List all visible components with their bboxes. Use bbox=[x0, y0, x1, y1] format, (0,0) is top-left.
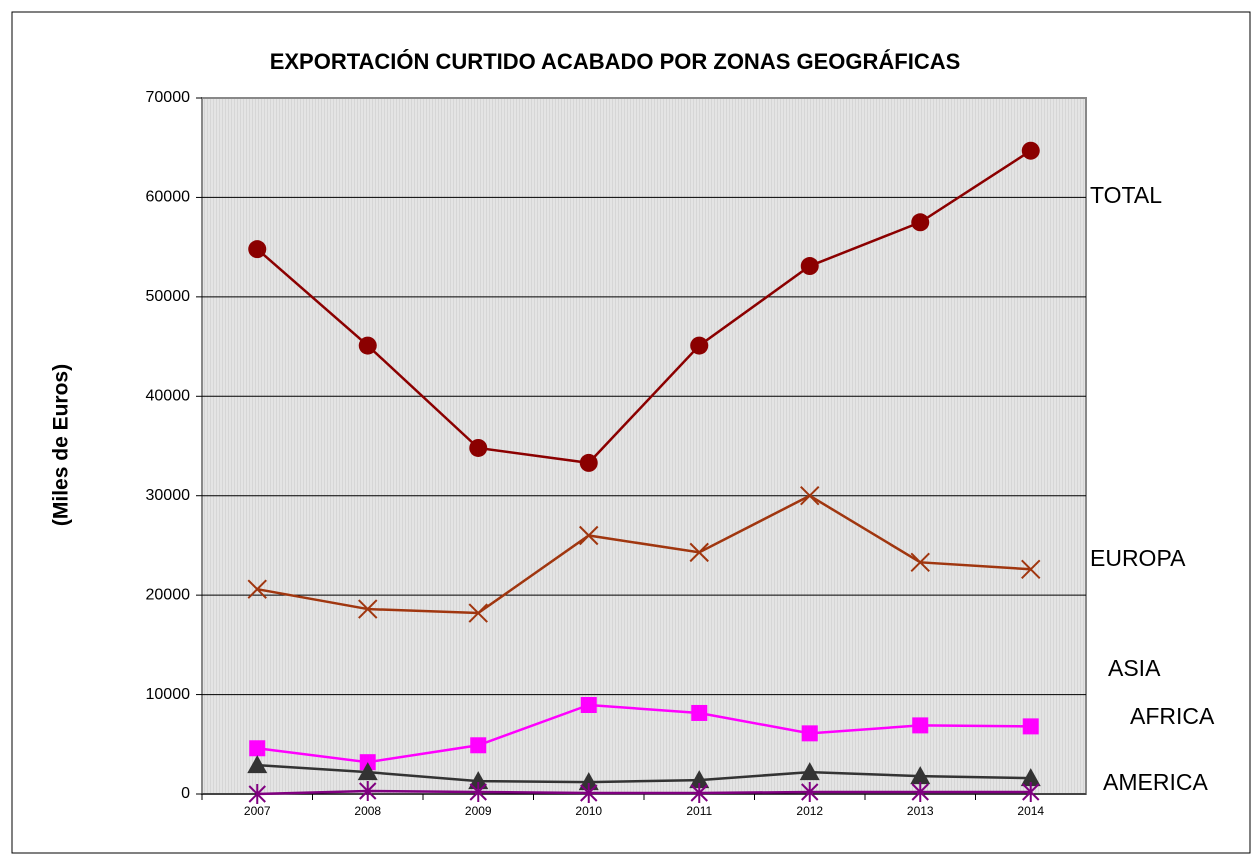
point bbox=[580, 783, 598, 804]
point bbox=[357, 762, 378, 781]
point bbox=[358, 599, 378, 619]
point bbox=[910, 552, 930, 573]
plot-area bbox=[201, 97, 1087, 795]
x-tick-label: 2009 bbox=[465, 804, 492, 818]
point bbox=[912, 717, 929, 734]
point bbox=[689, 542, 709, 563]
point bbox=[580, 697, 597, 714]
point bbox=[690, 336, 709, 355]
x-tick-label: 2010 bbox=[575, 804, 602, 818]
point bbox=[910, 766, 931, 785]
point bbox=[689, 770, 710, 789]
point bbox=[248, 784, 266, 804]
point bbox=[1022, 718, 1039, 735]
point bbox=[691, 704, 708, 721]
point bbox=[249, 740, 266, 757]
point bbox=[247, 755, 268, 774]
x-tick-label: 2008 bbox=[354, 804, 381, 818]
point bbox=[911, 213, 930, 232]
series-line bbox=[257, 763, 1031, 784]
y-tick-label: 20000 bbox=[146, 586, 191, 603]
series-label: TOTAL bbox=[1090, 182, 1162, 208]
series-label: AFRICA bbox=[1130, 703, 1215, 729]
series-line bbox=[257, 789, 1031, 796]
x-tick-label: 2014 bbox=[1017, 804, 1044, 818]
y-tick-label: 10000 bbox=[146, 686, 191, 703]
point bbox=[799, 762, 820, 781]
point bbox=[690, 783, 708, 804]
point bbox=[470, 737, 487, 754]
y-tick-label: 30000 bbox=[146, 487, 191, 504]
point bbox=[801, 782, 819, 803]
point bbox=[800, 257, 819, 276]
x-tick-label: 2007 bbox=[244, 804, 271, 818]
point bbox=[1021, 559, 1041, 579]
series-line bbox=[257, 703, 1031, 764]
series-line bbox=[257, 494, 1031, 615]
y-axis-label: (Miles de Euros) bbox=[50, 364, 73, 526]
point bbox=[579, 525, 599, 546]
point bbox=[468, 771, 489, 790]
point bbox=[359, 781, 377, 802]
point bbox=[469, 782, 487, 803]
chart-title: EXPORTACIÓN CURTIDO ACABADO POR ZONAS GE… bbox=[270, 49, 961, 74]
series-label: ASIA bbox=[1108, 655, 1161, 681]
x-tick-label: 2011 bbox=[686, 804, 712, 818]
point bbox=[248, 240, 267, 259]
y-tick-label: 60000 bbox=[146, 189, 191, 206]
point bbox=[800, 486, 820, 506]
point bbox=[579, 453, 598, 472]
y-tick-label: 40000 bbox=[146, 388, 191, 405]
point bbox=[247, 579, 267, 599]
point bbox=[1022, 782, 1040, 803]
point bbox=[911, 782, 929, 803]
point bbox=[358, 336, 377, 355]
series-label: EUROPA bbox=[1090, 545, 1186, 571]
series-label: AMERICA bbox=[1103, 769, 1208, 795]
point bbox=[469, 438, 488, 457]
point bbox=[468, 603, 488, 623]
x-tick-label: 2013 bbox=[907, 804, 934, 818]
y-tick-label: 50000 bbox=[146, 288, 191, 305]
y-tick-label: 0 bbox=[181, 785, 190, 802]
point bbox=[1020, 768, 1041, 787]
x-tick-label: 2012 bbox=[796, 804, 823, 818]
point bbox=[801, 725, 818, 742]
point bbox=[578, 772, 599, 791]
series-line bbox=[256, 149, 1032, 465]
y-tick-label: 70000 bbox=[146, 89, 191, 106]
point bbox=[1021, 141, 1040, 160]
